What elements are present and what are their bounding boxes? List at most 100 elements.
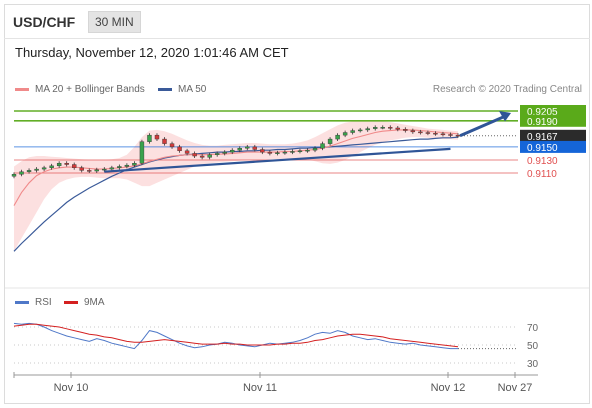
- candle-body: [124, 164, 130, 167]
- candle-body: [425, 132, 431, 134]
- candle-body: [19, 171, 24, 175]
- x-tick-label: Nov 27: [498, 382, 533, 394]
- candle-body: [350, 130, 355, 133]
- legend-ma20-label: MA 20 + Bollinger Bands: [35, 84, 145, 95]
- candle-body: [162, 138, 167, 144]
- candle-body: [433, 132, 438, 135]
- candle-body: [79, 167, 84, 171]
- candle-body: [102, 168, 107, 171]
- price-tag-0.9167: 0.9167: [527, 132, 558, 143]
- legend-ma50-swatch: [158, 87, 172, 91]
- candle-body: [388, 127, 393, 129]
- chart-header: USD/CHF 30 MIN: [4, 4, 590, 39]
- legend-ma50: MA 50: [158, 84, 206, 95]
- price-tag-bg-0.9190: [520, 114, 586, 127]
- rsi-9ma-line: [13, 323, 459, 348]
- rsi-tick-30: 30: [527, 359, 539, 370]
- candle-body: [335, 134, 340, 140]
- candle-body: [49, 165, 54, 168]
- rsi-line: [13, 322, 458, 350]
- timeframe-badge[interactable]: 30 MIN: [88, 11, 141, 33]
- legend-rsi: RSI: [15, 297, 52, 308]
- candle-body: [147, 134, 152, 142]
- candle-body: [222, 151, 227, 154]
- candle-body: [410, 130, 416, 133]
- candle-body: [139, 141, 145, 164]
- price-tag-bg-0.9205: [520, 105, 586, 117]
- forecast-arrow: [459, 114, 506, 138]
- candle-body: [177, 146, 182, 152]
- candle-body: [327, 138, 333, 144]
- forecast-arrowhead: [499, 111, 511, 122]
- price-tag-0.9150: 0.9150: [527, 143, 558, 154]
- candle-body: [380, 127, 385, 129]
- candle-body: [56, 163, 62, 167]
- rsi-tick-70: 70: [527, 323, 539, 334]
- candle-body: [312, 147, 318, 151]
- candle-body: [184, 150, 190, 154]
- currency-pair: USD/CHF: [13, 14, 76, 30]
- candle-body: [237, 147, 242, 151]
- candle-body: [440, 133, 446, 136]
- candle-body: [418, 131, 423, 134]
- candle-body: [305, 149, 310, 152]
- candle-body: [275, 152, 280, 154]
- candle-body: [245, 146, 250, 149]
- price-tag-0.9110: 0.9110: [527, 169, 557, 180]
- price-tag-bg-0.9110: [520, 167, 586, 179]
- timestamp: Thursday, November 12, 2020 1:01:46 AM C…: [15, 45, 289, 60]
- candle-body: [365, 128, 370, 131]
- candle-body: [11, 174, 17, 177]
- legend-ma20-swatch: [15, 87, 29, 91]
- candle-body: [403, 129, 408, 131]
- candle-body: [373, 127, 378, 129]
- candle-body: [34, 168, 39, 171]
- candle-body: [72, 164, 77, 168]
- x-tick-label: Nov 11: [243, 382, 277, 394]
- candle-body: [342, 132, 348, 136]
- price-tag-bg-0.9150: [520, 140, 586, 153]
- candle-body: [117, 166, 122, 168]
- candle-body: [132, 163, 137, 166]
- ma20-line: [13, 129, 459, 206]
- rsi-tick-50: 50: [527, 341, 539, 352]
- candle-body: [169, 143, 175, 148]
- price-tag-0.9190: 0.9190: [527, 117, 558, 128]
- legend-9ma-label: 9MA: [84, 297, 105, 308]
- candle-body: [260, 149, 265, 153]
- ma50-line: [13, 136, 459, 252]
- candle-body: [455, 134, 461, 137]
- candle-body: [87, 170, 92, 172]
- candle-body: [192, 153, 197, 157]
- price-tag-bg-0.9167: [520, 129, 586, 142]
- support-trendline: [104, 147, 451, 173]
- candle-body: [207, 154, 212, 158]
- legend-9ma-swatch: [64, 300, 78, 304]
- candle-body: [154, 134, 160, 140]
- legend-ma50-label: MA 50: [178, 84, 207, 95]
- candle-body: [230, 149, 235, 153]
- candle-body: [448, 134, 453, 136]
- candle-body: [199, 155, 205, 158]
- price-tag-bg-0.9130: [520, 153, 586, 166]
- legend-ma20: MA 20 + Bollinger Bands: [15, 84, 145, 95]
- candle-body: [252, 146, 258, 150]
- candle-body: [395, 127, 400, 130]
- widget-frame: [4, 4, 590, 404]
- candle-body: [214, 153, 220, 155]
- candle-body: [297, 150, 303, 153]
- candle-body: [109, 167, 115, 170]
- candle-body: [94, 169, 99, 172]
- x-tick-label: Nov 10: [54, 382, 89, 394]
- candle-body: [26, 170, 32, 172]
- bollinger-band-area: [14, 120, 458, 252]
- candle-body: [41, 167, 47, 170]
- candle-body: [282, 151, 288, 154]
- candle-body: [357, 129, 363, 132]
- x-tick-label: Nov 12: [431, 382, 466, 394]
- price-tag-0.9130: 0.9130: [527, 156, 558, 167]
- candle-body: [64, 163, 69, 165]
- candle-body: [320, 143, 325, 149]
- candle-body: [267, 151, 273, 154]
